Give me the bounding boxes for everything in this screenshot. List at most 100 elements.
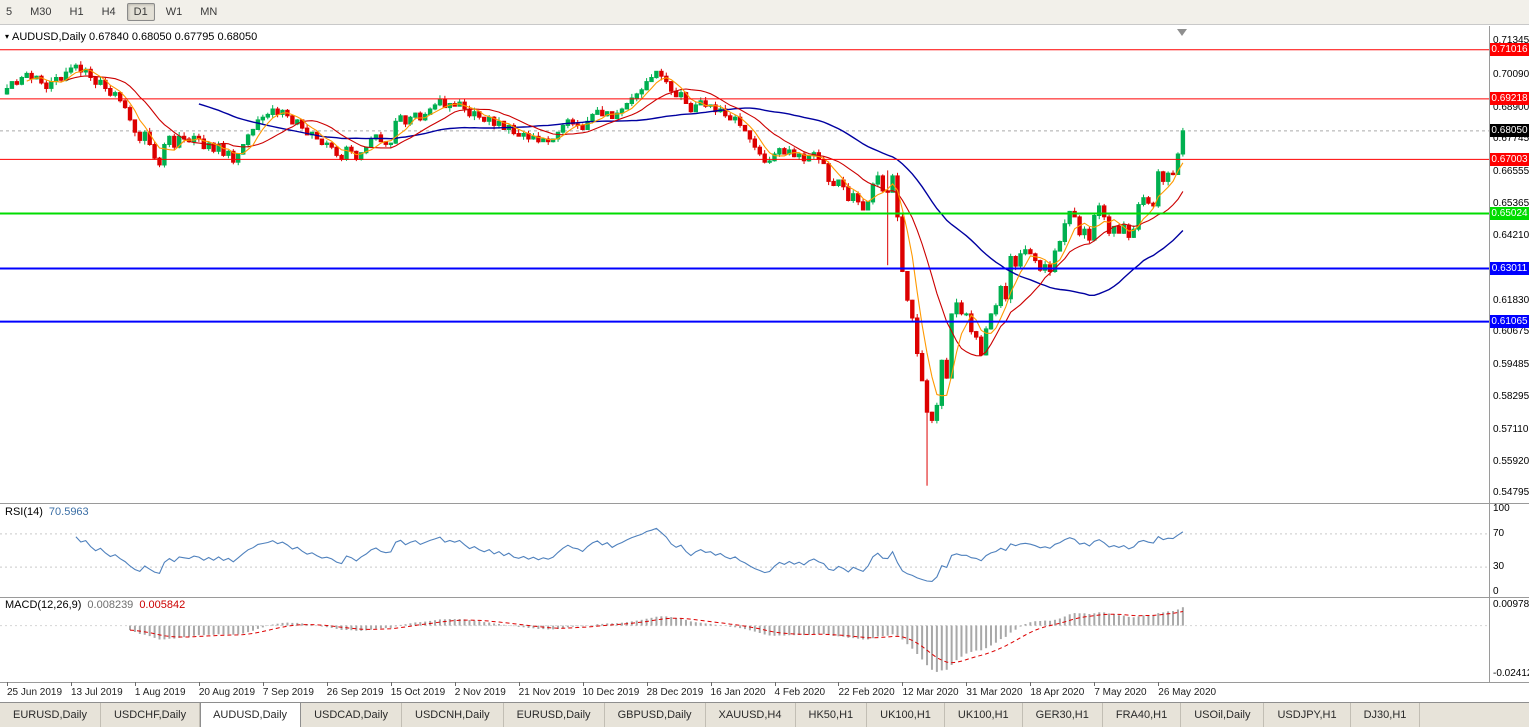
date-axis-label: 15 Oct 2019 <box>390 687 446 698</box>
level-price-box: 0.69218 <box>1490 92 1529 106</box>
price-axis-label: 0.59485 <box>1493 358 1529 370</box>
rsi-axis-label: 70 <box>1493 527 1505 539</box>
date-tick <box>7 682 8 686</box>
panel-separator <box>0 503 1529 504</box>
price-axis-label: 0.54795 <box>1493 486 1529 498</box>
level-price-box: 0.63011 <box>1490 261 1529 275</box>
level-price-box: 0.67003 <box>1490 152 1529 166</box>
price-axis-label: 0.67745 <box>1493 133 1529 145</box>
date-axis-label: 26 May 2020 <box>1158 687 1217 698</box>
panel-separator <box>0 597 1529 598</box>
timeframe-button-5[interactable]: 5 <box>6 6 13 18</box>
date-axis-label: 7 May 2020 <box>1094 687 1147 698</box>
price-axis-label: 0.71345 <box>1493 34 1529 46</box>
timeframe-button-m30[interactable]: M30 <box>30 6 52 18</box>
date-tick <box>134 682 136 686</box>
chart-tab-eurusd-daily[interactable]: EURUSD,Daily <box>504 703 605 727</box>
ma-slow-line <box>198 103 1184 296</box>
panel-separator <box>0 682 1529 683</box>
date-tick <box>582 682 584 686</box>
macd-axis-min-label: -0.02412 <box>1493 668 1529 679</box>
chart-tab-usdcnh-daily[interactable]: USDCNH,Daily <box>402 703 504 727</box>
rsi-value: 70.5963 <box>48 506 89 518</box>
chart-tab-usoil-daily[interactable]: USOil,Daily <box>1181 703 1265 727</box>
chart-tab-dj30-h1[interactable]: DJ30,H1 <box>1351 703 1421 727</box>
date-tick <box>1158 682 1160 686</box>
timeframe-button-h1[interactable]: H1 <box>69 6 84 18</box>
macd-signal-line <box>129 611 1184 664</box>
rsi-axis-label: 100 <box>1493 503 1510 514</box>
candlestick-series <box>4 61 1186 486</box>
macd-indicator-label: MACD(12,26,9) 0.008239 0.005842 <box>5 599 185 611</box>
date-tick <box>326 682 328 686</box>
chart-tab-hk50-h1[interactable]: HK50,H1 <box>796 703 868 727</box>
date-axis-label: 12 Mar 2020 <box>902 687 959 698</box>
chart-shift-marker[interactable] <box>1177 29 1187 36</box>
date-axis-label: 2 Nov 2019 <box>454 687 506 698</box>
price-chart-canvas[interactable] <box>0 0 1529 703</box>
date-tick <box>454 682 456 686</box>
chart-tab-uk100-h1[interactable]: UK100,H1 <box>867 703 945 727</box>
date-axis-label: 25 Jun 2019 <box>7 687 63 698</box>
date-tick <box>646 682 648 686</box>
chart-tab-eurusd-daily[interactable]: EURUSD,Daily <box>0 703 101 727</box>
symbol-ohlc-text: AUDUSD,Daily 0.67840 0.68050 0.67795 0.6… <box>12 31 258 43</box>
timeframe-toolbar: 5 M30 H1 H4 D1 W1 MN <box>0 0 1529 25</box>
chart-tab-usdjpy-h1[interactable]: USDJPY,H1 <box>1264 703 1351 727</box>
symbol-dropdown-icon[interactable]: ▾ <box>5 32 10 41</box>
rsi-name: RSI(14) <box>5 506 43 518</box>
macd-signal-value: 0.005842 <box>139 599 186 611</box>
price-axis-label: 0.55920 <box>1493 456 1529 468</box>
date-axis-label: 18 Apr 2020 <box>1030 687 1085 698</box>
chart-tab-xauusd-h4[interactable]: XAUUSD,H4 <box>706 703 796 727</box>
date-tick <box>710 682 712 686</box>
date-axis-label: 31 Mar 2020 <box>966 687 1023 698</box>
timeframe-button-w1[interactable]: W1 <box>165 6 183 18</box>
macd-name: MACD(12,26,9) <box>5 599 82 611</box>
timeframe-button-d1[interactable]: D1 <box>126 3 155 21</box>
date-tick <box>262 682 264 686</box>
rsi-axis-label: 30 <box>1493 561 1505 573</box>
date-axis-label: 10 Dec 2019 <box>582 687 640 698</box>
chart-tab-usdchf-daily[interactable]: USDCHF,Daily <box>101 703 201 727</box>
chart-tab-gbpusd-daily[interactable]: GBPUSD,Daily <box>605 703 706 727</box>
current-price-box: 0.68050 <box>1490 124 1529 138</box>
chart-tab-ger30-h1[interactable]: GER30,H1 <box>1023 703 1103 727</box>
ma-fast-line <box>26 68 1184 397</box>
rsi-line <box>75 527 1184 582</box>
chart-tab-usdcad-daily[interactable]: USDCAD,Daily <box>301 703 403 727</box>
ma-mid-line <box>65 75 1184 357</box>
price-axis-label: 0.64210 <box>1493 229 1529 241</box>
timeframe-button-h4[interactable]: H4 <box>101 6 116 18</box>
macd-main-value: 0.008239 <box>87 599 134 611</box>
macd-axis-max-label: 0.009781 <box>1493 599 1529 610</box>
date-tick <box>518 682 520 686</box>
price-axis-label: 0.58295 <box>1493 391 1529 403</box>
date-tick <box>390 682 392 686</box>
price-axis-label: 0.65365 <box>1493 198 1529 210</box>
date-axis-label: 1 Aug 2019 <box>134 687 186 698</box>
date-axis-label: 13 Jul 2019 <box>70 687 123 698</box>
chart-tab-uk100-h1[interactable]: UK100,H1 <box>945 703 1023 727</box>
price-axis-label: 0.70090 <box>1493 69 1529 81</box>
chart-tab-fra40-h1[interactable]: FRA40,H1 <box>1103 703 1182 727</box>
level-price-box: 0.71016 <box>1490 43 1529 57</box>
date-axis-label: 26 Sep 2019 <box>326 687 384 698</box>
rsi-indicator-label: RSI(14) 70.5963 <box>5 506 89 518</box>
price-axis-label: 0.68900 <box>1493 101 1529 113</box>
price-axis-border <box>1489 26 1490 682</box>
level-price-box: 0.61065 <box>1490 315 1529 329</box>
date-axis-label: 7 Sep 2019 <box>262 687 314 698</box>
date-tick <box>838 682 840 686</box>
date-tick <box>70 682 72 686</box>
price-axis-label: 0.60675 <box>1493 326 1529 338</box>
date-tick <box>198 682 200 686</box>
timeframe-button-mn[interactable]: MN <box>200 6 218 18</box>
price-axis-label: 0.61830 <box>1493 294 1529 306</box>
date-axis-label: 4 Feb 2020 <box>774 687 826 698</box>
price-axis-label: 0.66555 <box>1493 165 1529 177</box>
chart-tab-audusd-daily[interactable]: AUDUSD,Daily <box>200 703 302 727</box>
date-axis-label: 22 Feb 2020 <box>838 687 895 698</box>
date-tick <box>1094 682 1096 686</box>
